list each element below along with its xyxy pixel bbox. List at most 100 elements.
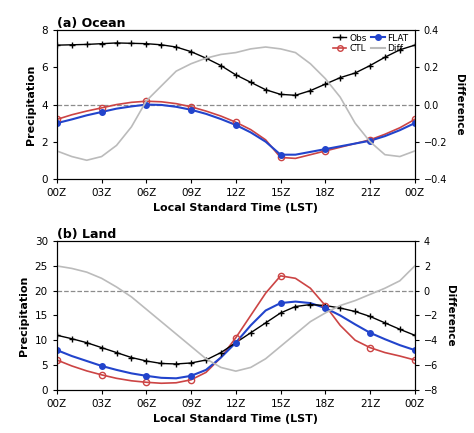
Obs <box>173 45 179 50</box>
Obs <box>382 55 388 60</box>
Obs <box>278 310 283 316</box>
FLAT <box>188 107 194 112</box>
Obs <box>203 55 209 61</box>
Obs <box>367 314 373 319</box>
CTL <box>188 377 194 382</box>
Line: CTL: CTL <box>54 273 418 385</box>
Obs <box>144 359 149 364</box>
X-axis label: Local Standard Time (LST): Local Standard Time (LST) <box>153 414 319 424</box>
FLAT <box>99 110 104 115</box>
FLAT <box>412 348 418 353</box>
CTL <box>278 273 283 278</box>
Obs <box>233 72 238 78</box>
Obs <box>114 350 119 355</box>
Obs <box>218 350 224 355</box>
Obs <box>144 41 149 46</box>
FLAT <box>233 123 238 128</box>
CTL <box>54 357 60 362</box>
Obs <box>69 336 74 341</box>
FLAT <box>322 146 328 152</box>
Legend: Obs, CTL, FLAT, Diff: Obs, CTL, FLAT, Diff <box>331 32 410 55</box>
FLAT <box>367 330 373 336</box>
Obs <box>84 340 90 345</box>
CTL <box>412 357 418 362</box>
CTL <box>233 120 238 125</box>
Obs <box>397 327 403 332</box>
Obs <box>337 75 343 80</box>
FLAT <box>188 373 194 378</box>
FLAT <box>322 305 328 310</box>
Obs <box>173 362 179 367</box>
CTL <box>54 117 60 122</box>
CTL <box>144 99 149 104</box>
Line: Obs: Obs <box>54 40 418 98</box>
CTL <box>322 303 328 308</box>
Obs <box>397 47 403 52</box>
FLAT <box>54 348 60 353</box>
Obs <box>233 340 238 345</box>
Obs <box>99 345 104 350</box>
Obs <box>352 309 358 314</box>
Obs <box>367 63 373 68</box>
FLAT <box>278 152 283 157</box>
Obs <box>218 63 224 68</box>
Obs <box>382 320 388 326</box>
Obs <box>248 330 254 336</box>
Obs <box>308 88 313 93</box>
Obs <box>84 42 90 47</box>
Y-axis label: Difference: Difference <box>454 74 464 136</box>
Obs <box>292 304 298 309</box>
Line: FLAT: FLAT <box>54 301 418 378</box>
Text: (a) Ocean: (a) Ocean <box>57 17 126 30</box>
Obs <box>128 41 134 46</box>
Obs <box>308 302 313 307</box>
FLAT <box>233 340 238 345</box>
Line: FLAT: FLAT <box>54 102 418 158</box>
FLAT <box>412 120 418 126</box>
Obs <box>203 357 209 362</box>
Obs <box>99 41 104 46</box>
FLAT <box>144 373 149 378</box>
Obs <box>292 93 298 98</box>
CTL <box>412 117 418 122</box>
Obs <box>322 303 328 308</box>
Text: (b) Land: (b) Land <box>57 228 116 241</box>
Obs <box>412 42 418 48</box>
CTL <box>278 155 283 160</box>
FLAT <box>367 138 373 143</box>
Obs <box>188 360 194 365</box>
Line: Obs: Obs <box>54 302 418 367</box>
Obs <box>248 80 254 85</box>
Obs <box>54 333 60 338</box>
Obs <box>263 320 268 326</box>
Obs <box>322 81 328 87</box>
Obs <box>54 42 60 48</box>
Obs <box>337 305 343 310</box>
Obs <box>114 40 119 45</box>
CTL <box>322 149 328 154</box>
Obs <box>263 87 268 92</box>
Obs <box>352 71 358 76</box>
FLAT <box>278 301 283 306</box>
Line: CTL: CTL <box>54 98 418 161</box>
CTL <box>99 372 104 378</box>
FLAT <box>54 120 60 126</box>
Obs <box>158 361 164 366</box>
Obs <box>128 355 134 360</box>
Obs <box>69 42 74 47</box>
CTL <box>367 137 373 142</box>
CTL <box>233 335 238 340</box>
FLAT <box>99 363 104 368</box>
X-axis label: Local Standard Time (LST): Local Standard Time (LST) <box>153 204 319 213</box>
CTL <box>367 345 373 350</box>
Obs <box>158 42 164 47</box>
Obs <box>412 333 418 338</box>
CTL <box>144 380 149 385</box>
CTL <box>99 105 104 110</box>
Obs <box>188 49 194 54</box>
CTL <box>188 104 194 110</box>
Y-axis label: Precipitation: Precipitation <box>26 65 36 145</box>
Y-axis label: Precipitation: Precipitation <box>19 275 29 355</box>
Obs <box>278 92 283 97</box>
FLAT <box>144 102 149 107</box>
